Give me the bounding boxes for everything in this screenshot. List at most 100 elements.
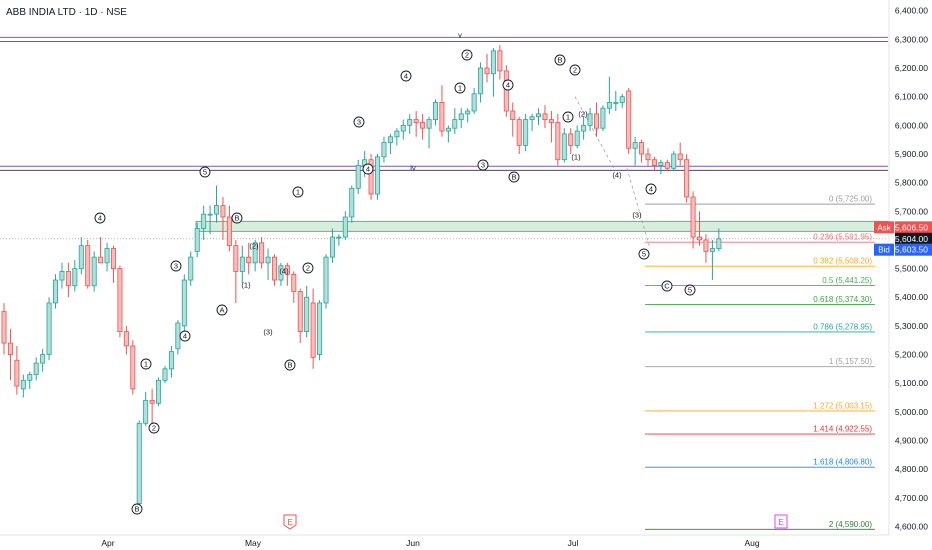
candle-body[interactable] bbox=[72, 268, 78, 287]
candle-body[interactable] bbox=[439, 102, 445, 132]
candle-body[interactable] bbox=[465, 110, 471, 115]
candle-body[interactable] bbox=[568, 133, 574, 146]
candle-body[interactable] bbox=[593, 113, 599, 129]
candle-body[interactable] bbox=[78, 245, 84, 269]
candle-body[interactable] bbox=[85, 245, 91, 287]
candle-body[interactable] bbox=[40, 354, 46, 364]
candle-body[interactable] bbox=[697, 236, 703, 241]
candle-body[interactable] bbox=[342, 216, 348, 238]
candle-body[interactable] bbox=[651, 159, 657, 166]
candle-body[interactable] bbox=[478, 67, 484, 95]
candle-body[interactable] bbox=[33, 362, 39, 375]
candle-body[interactable] bbox=[581, 124, 587, 132]
candle-body[interactable] bbox=[407, 119, 413, 126]
candle-body[interactable] bbox=[542, 113, 548, 121]
candle-body[interactable] bbox=[561, 133, 567, 161]
candle-body[interactable] bbox=[310, 302, 316, 358]
candle-body[interactable] bbox=[156, 379, 162, 404]
candle-body[interactable] bbox=[181, 279, 187, 327]
candle-body[interactable] bbox=[220, 205, 226, 218]
candle-body[interactable] bbox=[381, 142, 387, 158]
candle-body[interactable] bbox=[252, 242, 258, 264]
candle-body[interactable] bbox=[523, 119, 529, 146]
candle-body[interactable] bbox=[317, 302, 323, 355]
candle-body[interactable] bbox=[587, 113, 593, 126]
candle-body[interactable] bbox=[658, 162, 664, 166]
candle-body[interactable] bbox=[619, 96, 625, 103]
candle-body[interactable] bbox=[484, 67, 490, 75]
candle-body[interactable] bbox=[432, 102, 438, 121]
candle-body[interactable] bbox=[703, 239, 709, 252]
candle-body[interactable] bbox=[20, 379, 26, 390]
candle-body[interactable] bbox=[104, 248, 110, 264]
time-axis[interactable]: Apr May Jun Jul Aug bbox=[0, 534, 889, 548]
candle-body[interactable] bbox=[510, 110, 516, 120]
candle-body[interactable] bbox=[27, 374, 33, 381]
candle-body[interactable] bbox=[400, 124, 406, 132]
price-axis[interactable]: 6,400.00 6,300.00 6,200.00 6,100.00 6,000.00… bbox=[888, 0, 928, 535]
candle-body[interactable] bbox=[304, 296, 310, 333]
candle-body[interactable] bbox=[162, 368, 168, 381]
candle-body[interactable] bbox=[284, 265, 290, 275]
candle-body[interactable] bbox=[336, 236, 342, 239]
candle-body[interactable] bbox=[709, 248, 715, 252]
candle-body[interactable] bbox=[259, 242, 265, 264]
candle-body[interactable] bbox=[664, 162, 670, 169]
candle-body[interactable] bbox=[639, 142, 645, 155]
candle-body[interactable] bbox=[349, 187, 355, 218]
candles-layer[interactable] bbox=[1, 45, 722, 507]
candle-body[interactable] bbox=[323, 256, 329, 304]
candle-body[interactable] bbox=[98, 256, 104, 264]
candle-body[interactable] bbox=[130, 345, 136, 390]
candle-body[interactable] bbox=[91, 256, 97, 287]
candle-body[interactable] bbox=[497, 50, 503, 72]
candle-body[interactable] bbox=[684, 159, 690, 198]
candle-body[interactable] bbox=[387, 136, 393, 143]
earnings-event-marker[interactable]: E bbox=[774, 514, 788, 529]
candle-body[interactable] bbox=[677, 153, 683, 161]
candle-body[interactable] bbox=[413, 119, 419, 123]
earnings-event-marker[interactable]: E bbox=[283, 514, 297, 530]
candle-body[interactable] bbox=[445, 127, 451, 132]
candle-body[interactable] bbox=[420, 122, 426, 129]
candle-body[interactable] bbox=[117, 268, 123, 333]
candle-body[interactable] bbox=[226, 216, 232, 247]
candle-body[interactable] bbox=[529, 116, 535, 121]
candle-body[interactable] bbox=[110, 248, 116, 269]
candle-body[interactable] bbox=[291, 273, 297, 292]
candle-body[interactable] bbox=[123, 331, 129, 347]
candle-body[interactable] bbox=[375, 156, 381, 195]
candle-body[interactable] bbox=[207, 213, 213, 216]
candle-body[interactable] bbox=[536, 113, 542, 118]
candle-body[interactable] bbox=[626, 90, 632, 149]
candle-body[interactable] bbox=[143, 399, 149, 424]
candle-body[interactable] bbox=[59, 271, 65, 281]
candle-body[interactable] bbox=[368, 159, 374, 195]
candle-body[interactable] bbox=[201, 213, 207, 229]
candle-body[interactable] bbox=[606, 102, 612, 109]
candle-body[interactable] bbox=[14, 359, 20, 387]
candle-body[interactable] bbox=[613, 102, 619, 104]
candle-body[interactable] bbox=[194, 228, 200, 252]
candle-body[interactable] bbox=[149, 399, 155, 404]
candle-body[interactable] bbox=[548, 119, 554, 123]
candle-body[interactable] bbox=[188, 256, 194, 281]
candle-body[interactable] bbox=[65, 271, 71, 287]
candle-body[interactable] bbox=[233, 245, 239, 272]
candle-body[interactable] bbox=[271, 256, 277, 281]
candle-body[interactable] bbox=[574, 130, 580, 146]
candle-body[interactable] bbox=[600, 107, 606, 129]
candle-body[interactable] bbox=[452, 119, 458, 129]
candle-body[interactable] bbox=[246, 256, 252, 264]
candle-body[interactable] bbox=[645, 153, 651, 161]
candle-body[interactable] bbox=[458, 113, 464, 121]
candle-body[interactable] bbox=[716, 238, 722, 249]
candle-body[interactable] bbox=[53, 279, 59, 304]
candle-body[interactable] bbox=[46, 302, 52, 355]
candle-body[interactable] bbox=[214, 205, 220, 215]
candle-body[interactable] bbox=[175, 322, 181, 350]
candle-body[interactable] bbox=[426, 119, 432, 129]
candle-body[interactable] bbox=[355, 165, 361, 189]
candle-body[interactable] bbox=[278, 265, 284, 281]
